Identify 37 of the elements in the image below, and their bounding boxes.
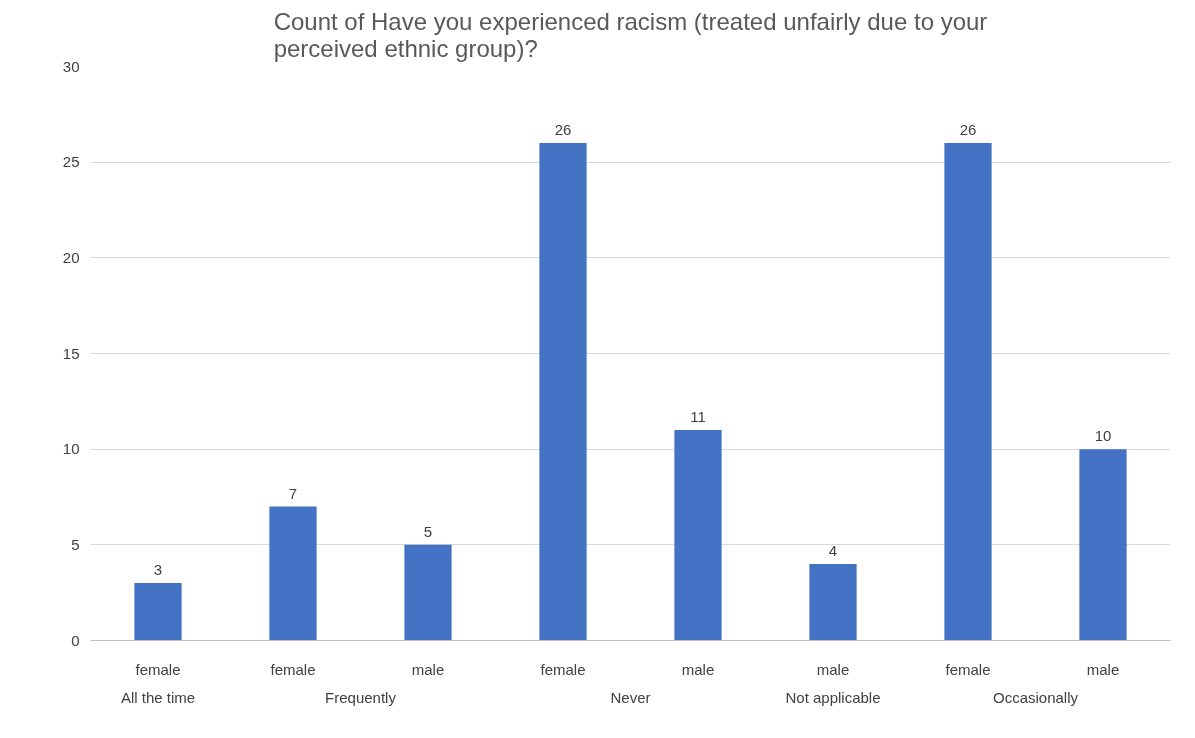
x-tick-label: male: [411, 660, 445, 678]
y-tick-label: 5: [71, 535, 80, 553]
data-label: 4: [828, 541, 838, 559]
y-tick-label: 15: [62, 344, 80, 362]
text: Frequently: [325, 688, 397, 706]
data-label: 7: [288, 484, 298, 502]
bar: [404, 544, 452, 641]
y-tick-label: 30: [62, 57, 80, 75]
bar: [674, 430, 722, 641]
x-tick-label: female: [270, 660, 316, 678]
data-label: 26: [959, 121, 977, 139]
text: Never: [610, 688, 651, 706]
data-label: 5: [423, 522, 433, 540]
data-label: 11: [690, 408, 706, 426]
x-tick-label: female: [135, 660, 181, 678]
text: All the time: [120, 688, 196, 706]
text: Not applicable: [785, 688, 881, 706]
x-tick-label: male: [816, 660, 850, 678]
bar: [1079, 449, 1127, 641]
bar: [809, 563, 857, 641]
data-label: 10: [1094, 427, 1112, 445]
y-tick-label: 10: [62, 440, 80, 458]
bar: [269, 506, 317, 641]
bar: [134, 583, 182, 641]
bar: [539, 143, 587, 641]
x-tick-label: male: [1086, 660, 1120, 678]
chart-title: Count of Have you experienced racism (treated unfairly due to your perceived ethnic group)?: [273, 7, 988, 62]
bar: [944, 143, 992, 641]
data-label: 3: [153, 561, 163, 579]
text: Occasionally: [992, 688, 1079, 706]
x-tick-label: female: [945, 660, 991, 678]
y-tick-label: 20: [62, 248, 80, 266]
x-tick-label: female: [540, 660, 586, 678]
y-tick-label: 25: [62, 153, 80, 171]
y-tick-label: 0: [71, 631, 80, 649]
x-tick-label: male: [681, 660, 715, 678]
data-label: 26: [554, 121, 572, 139]
